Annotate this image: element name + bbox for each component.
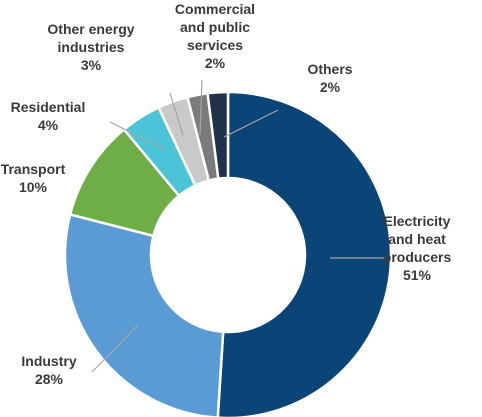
slice-label-line: Commercial	[174, 1, 256, 17]
slice-label-line: Transport	[0, 161, 66, 177]
slice-industry	[63, 212, 225, 417]
slice-value-label: 2%	[204, 55, 226, 71]
slice-label: Commercial and public services 2%	[160, 0, 270, 72]
slice-value-label: 28%	[34, 371, 64, 387]
slice-label-line: and heat	[388, 231, 446, 247]
slice-label: Transport 10%	[0, 160, 66, 196]
slice-label-line: services	[186, 37, 244, 53]
slice-label-line: Electricity	[383, 213, 451, 229]
slice-label-line: Other energy	[47, 21, 135, 37]
slice-label-line: Others	[307, 61, 353, 77]
leader-line	[109, 121, 167, 151]
slice-value-label: 4%	[37, 117, 59, 133]
slice-label-line: Residential	[10, 99, 86, 115]
slice-electricity-and-heat-producers	[216, 90, 393, 417]
slice-value-label: 51%	[402, 267, 432, 283]
leader-line	[169, 92, 184, 136]
slice-label-line: Industry	[21, 353, 77, 369]
slice-label-line: industries	[57, 39, 125, 55]
slice-label-line: and public	[180, 19, 250, 35]
slice-label: Others 2%	[290, 60, 370, 96]
slice-label: Other energy industries 3%	[28, 20, 154, 74]
slice-label-line: producers	[382, 249, 452, 265]
slice-value-label: 2%	[319, 79, 341, 95]
leader-line	[91, 324, 139, 373]
leader-line	[199, 79, 203, 136]
slice-value-label: 3%	[80, 57, 102, 73]
leader-line	[223, 109, 279, 138]
slice-label: Electricity and heat producers 51%	[352, 212, 482, 284]
slice-label: Residential 4%	[0, 98, 96, 134]
slice-label: Industry 28%	[4, 352, 94, 388]
slice-value-label: 10%	[18, 179, 48, 195]
slice-others	[206, 90, 230, 181]
